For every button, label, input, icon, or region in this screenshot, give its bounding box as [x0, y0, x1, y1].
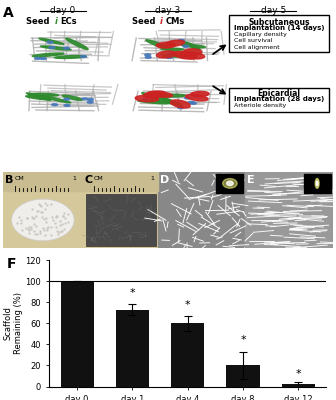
Text: B: B: [5, 175, 13, 185]
Ellipse shape: [161, 48, 183, 50]
Ellipse shape: [64, 47, 70, 49]
Ellipse shape: [191, 102, 196, 104]
Ellipse shape: [148, 92, 173, 97]
Ellipse shape: [184, 97, 191, 99]
Ellipse shape: [142, 98, 148, 100]
Ellipse shape: [40, 46, 71, 50]
Ellipse shape: [178, 40, 184, 41]
Circle shape: [226, 181, 233, 186]
Text: Cell survival: Cell survival: [234, 38, 272, 43]
Text: Epicardial: Epicardial: [257, 89, 300, 98]
Ellipse shape: [145, 54, 151, 56]
Ellipse shape: [62, 95, 82, 100]
Ellipse shape: [316, 181, 318, 186]
Text: Implantation (28 days): Implantation (28 days): [234, 96, 324, 102]
Ellipse shape: [35, 57, 41, 59]
Ellipse shape: [80, 56, 86, 58]
Text: day 3: day 3: [155, 6, 181, 16]
Ellipse shape: [146, 40, 170, 49]
Bar: [229, 88, 329, 112]
Text: D: D: [160, 175, 169, 185]
Ellipse shape: [27, 93, 51, 100]
Ellipse shape: [64, 104, 70, 106]
Text: Arteriole density: Arteriole density: [234, 103, 286, 108]
Ellipse shape: [183, 49, 202, 55]
Text: E: E: [247, 175, 255, 185]
Ellipse shape: [138, 100, 169, 104]
Bar: [304, 174, 331, 192]
Bar: [216, 174, 243, 192]
Text: C: C: [84, 175, 92, 185]
Bar: [3, 172, 82, 192]
Ellipse shape: [49, 46, 55, 48]
Bar: [245, 172, 333, 248]
Text: Cell alignment: Cell alignment: [234, 44, 280, 50]
Bar: [82, 172, 158, 248]
Text: CM: CM: [15, 176, 25, 181]
Ellipse shape: [169, 53, 175, 54]
Ellipse shape: [191, 92, 209, 97]
Ellipse shape: [142, 92, 160, 102]
Bar: [158, 172, 245, 248]
Text: A: A: [3, 6, 14, 20]
Ellipse shape: [178, 107, 184, 108]
Ellipse shape: [156, 42, 176, 48]
Text: F: F: [7, 258, 16, 272]
Text: Seed: Seed: [132, 17, 158, 26]
Ellipse shape: [66, 38, 88, 50]
Circle shape: [223, 178, 237, 188]
Ellipse shape: [173, 52, 197, 59]
Ellipse shape: [87, 101, 93, 103]
Ellipse shape: [32, 53, 64, 57]
Ellipse shape: [157, 51, 176, 58]
Ellipse shape: [29, 93, 58, 96]
Bar: [229, 15, 329, 52]
Text: 1: 1: [73, 176, 76, 181]
Ellipse shape: [315, 178, 319, 188]
Ellipse shape: [162, 54, 188, 57]
Text: day 5: day 5: [261, 6, 286, 16]
Ellipse shape: [146, 96, 153, 98]
Text: i: i: [160, 17, 163, 26]
Bar: [82, 172, 158, 192]
Ellipse shape: [41, 96, 71, 103]
Ellipse shape: [64, 98, 70, 100]
Ellipse shape: [135, 96, 159, 102]
Text: ECs: ECs: [60, 17, 77, 26]
Text: Implantation (14 days): Implantation (14 days): [234, 25, 324, 31]
Ellipse shape: [185, 94, 208, 101]
Text: i: i: [54, 17, 57, 26]
Circle shape: [11, 199, 74, 241]
Text: CM: CM: [94, 176, 104, 181]
Ellipse shape: [181, 44, 206, 48]
Text: CMs: CMs: [165, 17, 184, 26]
Ellipse shape: [52, 104, 57, 106]
Ellipse shape: [26, 96, 50, 100]
Ellipse shape: [166, 56, 172, 58]
Ellipse shape: [183, 45, 189, 47]
Ellipse shape: [47, 41, 53, 43]
Text: 1: 1: [150, 176, 154, 181]
Ellipse shape: [170, 100, 190, 108]
Text: Capillary density: Capillary density: [234, 32, 287, 37]
Ellipse shape: [165, 40, 184, 46]
Bar: [86, 194, 157, 246]
Ellipse shape: [82, 98, 88, 100]
Ellipse shape: [178, 52, 205, 59]
Bar: [3, 172, 82, 248]
Ellipse shape: [160, 97, 182, 106]
Ellipse shape: [155, 97, 181, 106]
Text: Seed: Seed: [27, 17, 53, 26]
Ellipse shape: [40, 58, 46, 60]
Text: day 0: day 0: [50, 6, 75, 16]
Ellipse shape: [143, 91, 166, 98]
Text: Subcutaneous: Subcutaneous: [248, 18, 310, 27]
Ellipse shape: [87, 98, 93, 100]
Ellipse shape: [54, 56, 86, 58]
Ellipse shape: [39, 38, 64, 44]
Ellipse shape: [159, 94, 185, 97]
Ellipse shape: [145, 56, 151, 58]
Ellipse shape: [188, 102, 194, 103]
Ellipse shape: [184, 42, 200, 50]
